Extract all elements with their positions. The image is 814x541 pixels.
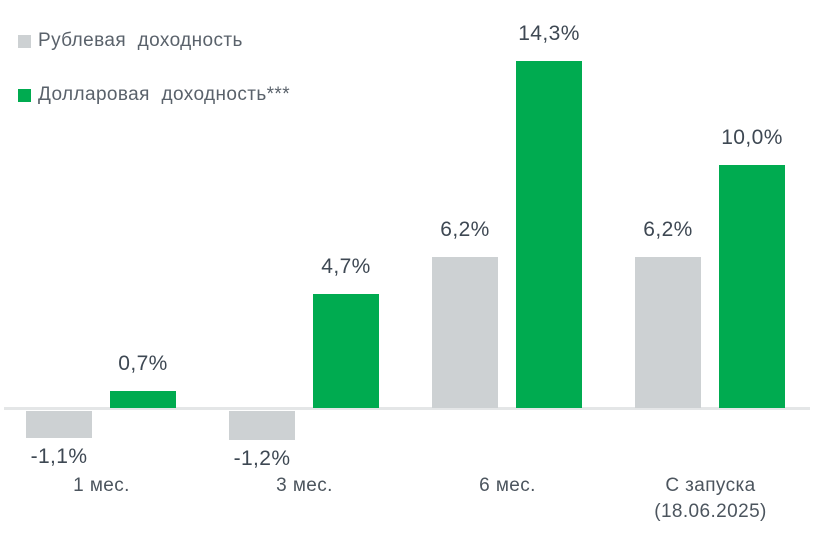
legend-label-dollar: Долларовая доходность***: [38, 84, 291, 105]
legend: Рублевая доходность Долларовая доходност…: [18, 28, 290, 136]
bar-dollar-3: [719, 165, 785, 408]
value-label-ruble-1: -1,2%: [233, 447, 291, 470]
category-label-line: С запуска: [665, 475, 756, 496]
legend-swatch-ruble-icon: [18, 34, 31, 48]
bar-ruble-1: [229, 411, 295, 440]
category-label-1: 3 мес.: [203, 473, 406, 499]
value-label-dollar-3: 10,0%: [721, 126, 783, 149]
value-label-dollar-1: 4,7%: [321, 255, 371, 278]
category-label-line: (18.06.2025): [654, 501, 767, 522]
x-axis-baseline: [4, 407, 810, 410]
category-label-line: 1 мес.: [73, 475, 130, 496]
legend-swatch-dollar-icon: [18, 88, 31, 102]
bar-dollar-0: [110, 391, 176, 408]
category-label-2: 6 мес.: [406, 473, 609, 499]
value-label-dollar-2: 14,3%: [518, 22, 580, 45]
bar-ruble-0: [26, 411, 92, 438]
category-label-0: 1 мес.: [0, 473, 203, 499]
legend-label-ruble: Рублевая доходность: [38, 30, 243, 51]
legend-item-ruble: Рублевая доходность: [18, 28, 290, 54]
value-label-ruble-2: 6,2%: [440, 218, 490, 241]
value-label-ruble-0: -1,1%: [30, 445, 88, 468]
value-label-dollar-0: 0,7%: [118, 352, 168, 375]
bar-ruble-2: [432, 257, 498, 408]
legend-item-dollar: Долларовая доходность***: [18, 82, 290, 108]
category-label-3: С запуска (18.06.2025): [609, 473, 812, 525]
category-label-line: 3 мес.: [276, 475, 333, 496]
category-label-line: 6 мес.: [479, 475, 536, 496]
bar-dollar-2: [516, 61, 582, 408]
bar-dollar-1: [313, 294, 379, 408]
value-label-ruble-3: 6,2%: [643, 218, 693, 241]
bar-ruble-3: [635, 257, 701, 408]
